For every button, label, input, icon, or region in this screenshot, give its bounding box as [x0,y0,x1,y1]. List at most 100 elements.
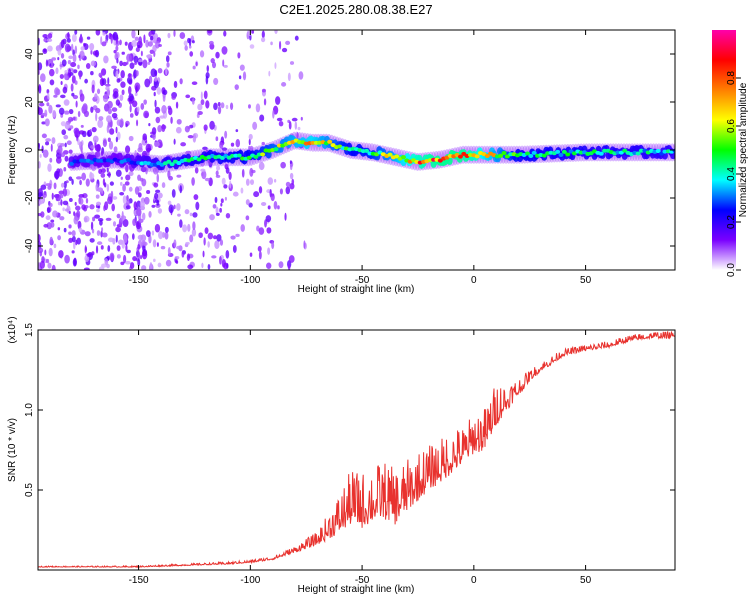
noise-blob [83,110,90,118]
noise-blob [47,163,52,172]
noise-blob [289,172,294,180]
ridge-core [484,153,490,158]
x-tick-label: -100 [240,575,260,586]
noise-blob [129,104,132,113]
noise-blob [137,192,142,198]
ridge-core [236,153,242,158]
ridge-core [531,150,537,155]
noise-blob [98,266,105,270]
noise-blob [134,62,138,66]
noise-blob [73,257,77,266]
snr-multiplier: (x10⁴) [7,316,18,343]
noise-blob [115,226,121,233]
noise-blob [96,150,99,157]
noise-blob [81,204,86,210]
noise-blob [95,107,101,114]
noise-blob [162,89,168,95]
noise-blob [278,121,284,127]
ridge-core [457,154,463,159]
noise-blob [68,237,74,243]
noise-blob [95,112,98,122]
noise-blob [207,241,210,248]
noise-blob [219,239,224,246]
noise-blob [179,32,186,39]
noise-blob [120,176,123,180]
noise-blob [57,201,61,206]
noise-blob [92,50,99,56]
noise-blob [73,127,80,135]
noise-blob [245,178,250,186]
noise-blob [115,136,118,143]
noise-blob [77,110,81,118]
noise-blob [211,255,217,259]
noise-blob [252,121,258,130]
noise-blob [79,50,85,60]
noise-blob [284,212,287,221]
noise-blob [64,43,71,53]
noise-blob [126,61,129,65]
noise-blob [179,185,183,194]
noise-blob [240,224,245,232]
noise-blob [101,232,108,238]
noise-blob [140,166,147,173]
noise-blob [90,150,94,156]
noise-blob [81,172,87,181]
noise-blob [59,74,64,80]
noise-blob [175,126,182,134]
ridge-core [273,147,279,152]
noise-blob [115,234,118,243]
noise-blob [68,210,71,215]
noise-blob [209,214,215,221]
noise-blob [249,179,255,185]
noise-blob [38,200,43,205]
noise-blob [145,143,151,153]
y-tick-label: 1.5 [24,323,35,337]
noise-blob [111,107,118,112]
x-tick-label: 50 [580,575,592,586]
noise-blob [221,258,226,268]
noise-blob [128,135,134,142]
ridge-core [169,162,175,167]
noise-blob [240,187,244,194]
noise-blob [44,109,48,118]
noise-blob [64,142,67,148]
noise-blob [121,51,125,55]
noise-blob [274,62,277,70]
noise-blob [237,52,241,59]
noise-blob [57,235,62,241]
noise-blob [51,264,56,270]
noise-blob [165,67,168,76]
noise-blob [167,170,171,179]
noise-blob [79,71,82,80]
noise-blob [129,113,134,118]
noise-blob [258,227,265,235]
noise-blob [142,212,146,221]
noise-blob [248,133,253,140]
noise-blob [128,186,133,192]
noise-blob [202,250,205,258]
x-tick-label: -100 [240,275,260,286]
noise-blob [142,133,148,141]
noise-blob [101,227,104,232]
noise-blob [120,261,125,266]
noise-blob [128,171,134,177]
noise-blob [154,223,161,233]
ridge-core [504,154,510,159]
noise-blob [51,137,56,145]
noise-blob [261,37,266,43]
noise-blob [106,88,111,97]
noise-blob [270,193,275,202]
noise-blob [158,231,164,240]
noise-blob [91,127,97,133]
y-tick-label: 0.5 [24,483,35,497]
noise-blob [109,252,115,262]
noise-blob [287,72,291,82]
noise-blob [249,44,255,49]
noise-blob [124,41,128,46]
noise-blob [49,236,54,245]
noise-blob [176,203,181,211]
noise-blob [107,77,110,85]
noise-blob [207,264,211,270]
noise-blob [223,64,228,68]
noise-blob [116,57,119,64]
